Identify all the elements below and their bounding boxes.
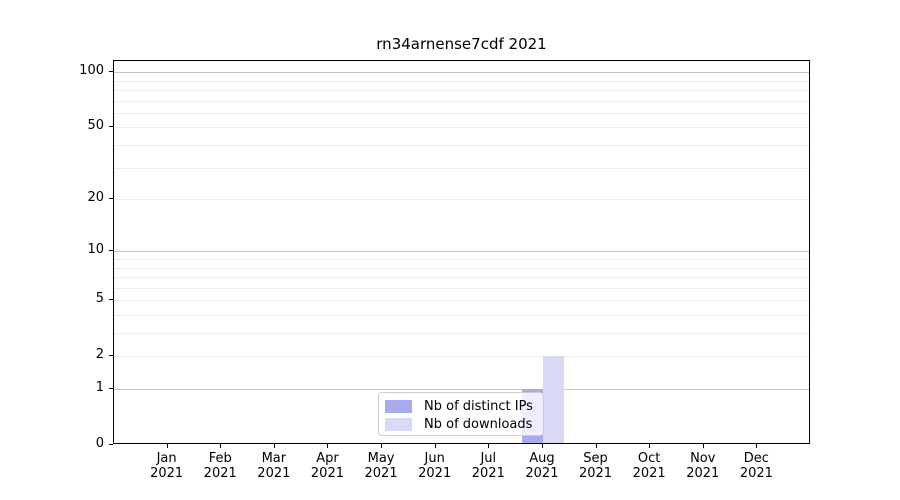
x-tick-mark bbox=[434, 444, 436, 448]
x-tick-year: 2021 bbox=[418, 466, 452, 481]
x-tick-month: Jun bbox=[424, 451, 445, 466]
y-gridline-major bbox=[114, 389, 809, 390]
y-gridline-minor bbox=[114, 258, 809, 260]
y-tick-label: 1 bbox=[95, 380, 104, 395]
legend-item-distinct-ips: Nb of distinct IPs bbox=[385, 397, 543, 415]
y-gridline-minor bbox=[114, 100, 809, 102]
bar-downloads-aug bbox=[542, 356, 564, 443]
x-tick-month: May bbox=[367, 451, 395, 466]
x-tick-year: 2021 bbox=[310, 466, 344, 481]
y-gridline-minor bbox=[114, 112, 809, 114]
x-tick-label: Aug 2021 bbox=[512, 451, 572, 481]
x-tick-label: May 2021 bbox=[351, 451, 411, 481]
x-tick-label: Dec 2021 bbox=[726, 451, 786, 481]
x-tick-month: Mar bbox=[261, 451, 287, 466]
y-tick-mark bbox=[109, 387, 113, 389]
x-tick-year: 2021 bbox=[686, 466, 720, 481]
x-tick-label: Jun 2021 bbox=[405, 451, 465, 481]
x-tick-year: 2021 bbox=[203, 466, 237, 481]
x-tick-label: Nov 2021 bbox=[673, 451, 733, 481]
x-tick-month: Jan bbox=[156, 451, 177, 466]
x-tick-mark bbox=[702, 444, 704, 448]
y-tick-mark bbox=[109, 249, 113, 251]
x-tick-label: Feb 2021 bbox=[190, 451, 250, 481]
x-tick-mark bbox=[756, 444, 758, 448]
y-tick-label: 20 bbox=[87, 190, 104, 206]
legend: Nb of distinct IPs Nb of downloads bbox=[378, 392, 544, 436]
y-tick-mark bbox=[109, 298, 113, 300]
y-gridline-major bbox=[114, 251, 809, 253]
y-gridline-major bbox=[114, 72, 809, 74]
y-gridline-minor bbox=[114, 90, 809, 91]
x-tick-year: 2021 bbox=[739, 466, 773, 481]
legend-swatch-downloads bbox=[385, 417, 412, 431]
y-tick-mark bbox=[109, 125, 113, 127]
x-tick-label: Oct 2021 bbox=[619, 451, 679, 481]
x-tick-mark bbox=[595, 444, 597, 448]
legend-swatch-distinct-ips bbox=[385, 399, 412, 413]
x-tick-month: Aug bbox=[529, 451, 555, 466]
x-tick-month: Dec bbox=[743, 451, 769, 466]
x-tick-mark bbox=[381, 444, 383, 448]
y-tick-label: 0 bbox=[95, 436, 104, 451]
y-gridline-minor bbox=[114, 167, 809, 169]
x-tick-year: 2021 bbox=[150, 466, 184, 481]
x-tick-year: 2021 bbox=[364, 466, 398, 481]
x-tick-year: 2021 bbox=[525, 466, 559, 481]
legend-label-downloads: Nb of downloads bbox=[424, 416, 533, 432]
y-gridline-minor bbox=[114, 314, 809, 316]
x-tick-year: 2021 bbox=[471, 466, 505, 481]
y-gridline-minor bbox=[114, 80, 809, 82]
x-tick-label: Apr 2021 bbox=[297, 451, 357, 481]
legend-label-distinct-ips: Nb of distinct IPs bbox=[424, 398, 533, 414]
y-gridline-minor bbox=[114, 145, 809, 146]
y-gridline-minor bbox=[114, 199, 809, 201]
y-tick-mark bbox=[109, 354, 113, 356]
x-tick-year: 2021 bbox=[578, 466, 613, 481]
legend-item-downloads: Nb of downloads bbox=[385, 415, 543, 433]
x-tick-month: Apr bbox=[316, 451, 339, 466]
x-tick-mark bbox=[273, 444, 275, 448]
y-gridline-minor bbox=[114, 267, 809, 269]
x-tick-label: Sep 2021 bbox=[566, 451, 626, 481]
x-tick-label: Jan 2021 bbox=[137, 451, 197, 481]
y-gridline-minor bbox=[114, 127, 809, 129]
y-gridline-minor bbox=[114, 333, 809, 334]
x-tick-mark bbox=[649, 444, 651, 448]
x-tick-mark bbox=[166, 444, 168, 448]
y-tick-mark bbox=[109, 70, 113, 72]
y-tick-mark bbox=[109, 197, 113, 199]
y-gridline-minor bbox=[114, 287, 809, 289]
y-gridline-minor bbox=[114, 300, 809, 302]
x-tick-mark bbox=[220, 444, 222, 448]
x-tick-month: Feb bbox=[208, 451, 232, 466]
x-tick-label: Mar 2021 bbox=[244, 451, 304, 481]
x-tick-month: Oct bbox=[637, 451, 661, 466]
y-tick-mark bbox=[109, 443, 113, 445]
plot-area bbox=[113, 60, 810, 444]
x-tick-mark bbox=[327, 444, 329, 448]
y-tick-label: 100 bbox=[79, 63, 104, 79]
y-gridline-minor bbox=[114, 277, 809, 279]
y-tick-label: 10 bbox=[87, 242, 104, 258]
x-tick-month: Jul bbox=[480, 451, 497, 466]
x-tick-year: 2021 bbox=[257, 466, 291, 481]
chart-title: rn34arnense7cdf 2021 bbox=[376, 35, 547, 53]
x-tick-month: Nov bbox=[690, 451, 716, 466]
x-tick-year: 2021 bbox=[632, 466, 666, 481]
x-tick-month: Sep bbox=[583, 451, 608, 466]
x-tick-label: Jul 2021 bbox=[458, 451, 518, 481]
x-tick-mark bbox=[488, 444, 490, 448]
y-tick-label: 2 bbox=[95, 347, 104, 363]
x-tick-mark bbox=[541, 444, 543, 448]
y-tick-label: 50 bbox=[87, 118, 104, 134]
y-gridline-minor bbox=[114, 356, 809, 358]
y-tick-label: 5 bbox=[95, 291, 104, 307]
